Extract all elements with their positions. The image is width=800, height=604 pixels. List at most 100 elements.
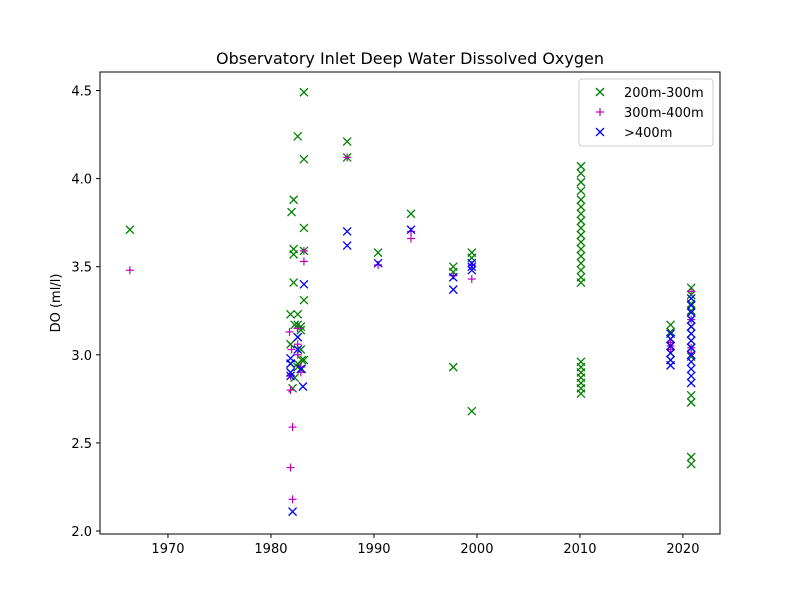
marker-stroke [686,350,696,360]
marker-stroke [467,265,477,275]
marker-stroke [686,308,696,317]
marker-stroke [448,362,458,372]
data-point [686,364,696,374]
legend: 200m-300m 300m-400m >400m [578,78,714,147]
marker-stroke [406,209,416,219]
data-point [686,293,696,303]
marker-stroke [666,334,676,344]
data-point [373,248,383,258]
data-point [406,225,416,235]
x-axis: 1970 1980 1990 2000 2010 2020 [151,534,699,557]
marker-stroke [467,262,477,272]
data-point [286,463,295,472]
data-point [299,257,308,266]
marker-stroke [666,341,676,351]
plot-area [99,71,721,535]
data-point [293,350,302,359]
marker-stroke [686,397,696,407]
data-point [286,309,295,319]
marker-stroke [288,507,298,517]
marker-stroke [296,364,306,374]
y-tick-label: 3.0 [71,349,92,364]
marker-stroke [289,249,299,259]
data-point [576,237,586,247]
data-point [342,137,352,147]
marker-stroke [293,309,303,319]
marker-stroke [686,364,696,374]
data-point [576,251,586,261]
data-point [467,406,477,416]
chart-title: Observatory Inlet Deep Water Dissolved O… [216,49,604,68]
data-point [289,195,299,205]
data-point [299,355,309,365]
data-point [288,495,297,504]
marker-stroke [467,258,477,268]
marker-stroke [595,127,605,137]
marker-stroke [289,278,299,288]
x-tick-label: 1970 [151,542,184,557]
marker-stroke [342,137,352,147]
legend-marker [595,127,605,137]
data-point [299,223,309,233]
marker-stroke [299,279,309,289]
y-axis: 2.0 2.5 3.0 3.5 4.0 4.5 [71,85,100,540]
marker-stroke [576,244,586,254]
data-point [686,390,696,400]
legend-marker [595,87,605,97]
data-point [448,362,458,372]
data-point [287,345,296,354]
marker-stroke [125,225,135,235]
data-point [686,308,696,317]
data-point [686,357,696,367]
marker-stroke [686,336,696,346]
data-point [448,272,458,282]
marker-stroke [297,355,307,365]
marker-stroke [666,348,676,358]
data-point [686,371,696,381]
data-point [293,340,302,349]
data-point [576,230,586,240]
marker-stroke [576,223,586,233]
y-tick-label: 3.5 [71,261,92,276]
legend-marker [596,108,604,116]
marker-stroke [342,227,352,236]
data-point [342,241,352,251]
marker-stroke [297,364,307,374]
data-point [293,309,303,319]
data-point [296,364,306,374]
data-point [686,459,696,469]
marker-stroke [298,382,308,391]
data-point [576,168,586,178]
data-point [686,343,696,353]
data-point [293,345,303,354]
data-point [467,275,476,284]
marker-stroke [576,177,586,187]
marker-stroke [299,355,309,365]
data-point [407,234,416,243]
marker-stroke [406,225,416,235]
data-point [289,278,299,288]
marker-stroke [287,207,297,217]
marker-stroke [576,258,586,268]
marker-stroke [686,293,696,303]
marker-stroke [299,223,309,233]
data-point [686,350,696,360]
data-point [686,336,696,346]
data-point [666,334,676,344]
data-point [448,285,458,295]
data-point [288,507,298,517]
data-point [576,244,586,254]
data-point [288,423,297,432]
data-point [576,278,586,288]
data-point [286,367,295,377]
data-point [286,359,295,369]
data-point [293,131,303,141]
data-point [288,383,298,393]
marker-stroke [373,258,383,268]
data-point [576,258,586,268]
data-point [576,223,586,233]
data-point [293,332,303,342]
marker-stroke [576,168,586,178]
